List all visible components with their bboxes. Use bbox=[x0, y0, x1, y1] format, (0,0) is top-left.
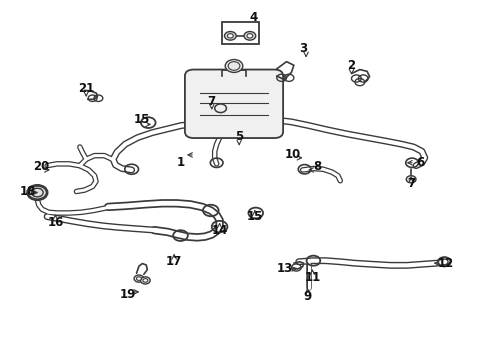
Text: 4: 4 bbox=[250, 12, 258, 24]
FancyBboxPatch shape bbox=[185, 69, 283, 138]
Text: 15: 15 bbox=[246, 210, 263, 223]
Text: 10: 10 bbox=[285, 148, 301, 161]
Text: 11: 11 bbox=[304, 271, 320, 284]
Text: 17: 17 bbox=[166, 255, 182, 268]
Circle shape bbox=[137, 277, 142, 280]
Circle shape bbox=[406, 176, 416, 183]
Circle shape bbox=[225, 59, 243, 72]
Text: 2: 2 bbox=[347, 59, 356, 72]
Circle shape bbox=[27, 185, 47, 200]
Text: 3: 3 bbox=[299, 41, 308, 54]
Circle shape bbox=[224, 32, 236, 40]
Text: 1: 1 bbox=[176, 156, 185, 169]
Text: 18: 18 bbox=[20, 185, 36, 198]
Text: 12: 12 bbox=[438, 257, 454, 270]
Text: 7: 7 bbox=[208, 95, 216, 108]
Text: 15: 15 bbox=[133, 113, 149, 126]
Circle shape bbox=[141, 277, 150, 284]
Text: 16: 16 bbox=[47, 216, 64, 229]
Text: 6: 6 bbox=[416, 156, 424, 169]
Text: 14: 14 bbox=[211, 224, 228, 238]
Text: 7: 7 bbox=[407, 177, 415, 190]
Text: 13: 13 bbox=[277, 262, 293, 275]
Text: 9: 9 bbox=[303, 290, 312, 303]
Text: 19: 19 bbox=[120, 288, 136, 301]
Circle shape bbox=[134, 275, 144, 282]
Text: 8: 8 bbox=[313, 160, 321, 173]
Circle shape bbox=[227, 34, 233, 38]
Circle shape bbox=[247, 34, 253, 38]
Text: 21: 21 bbox=[78, 82, 95, 95]
Text: 20: 20 bbox=[33, 160, 49, 173]
Circle shape bbox=[244, 32, 256, 40]
Text: 5: 5 bbox=[235, 130, 243, 144]
Circle shape bbox=[143, 279, 148, 282]
